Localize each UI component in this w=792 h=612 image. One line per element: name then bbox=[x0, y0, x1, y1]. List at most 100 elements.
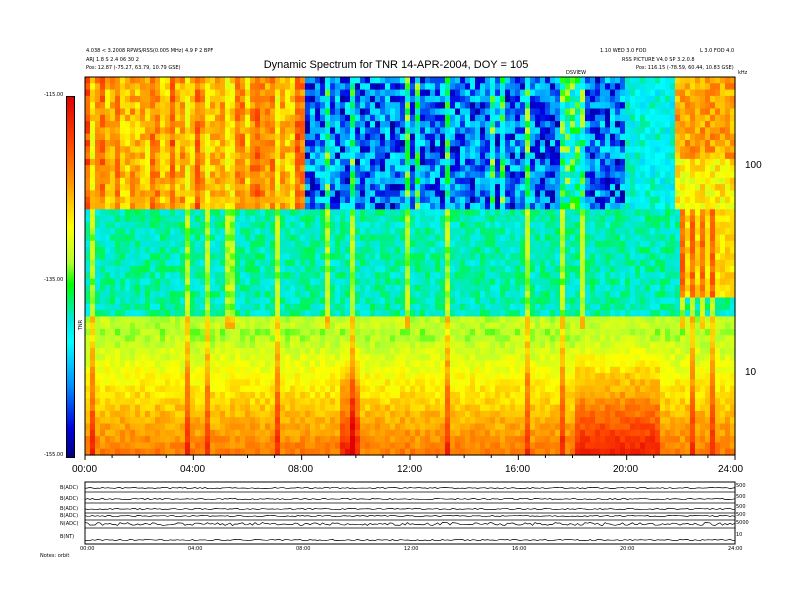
spectrogram-cell bbox=[90, 284, 96, 292]
spectrogram-cell bbox=[415, 272, 421, 280]
spectrogram-cell bbox=[425, 410, 431, 418]
spectrogram-cell bbox=[150, 429, 156, 437]
spectrogram-cell bbox=[435, 347, 441, 355]
spectrogram-cell bbox=[285, 266, 291, 273]
spectrogram-cell bbox=[210, 165, 216, 173]
spectrogram-cell bbox=[175, 366, 181, 374]
spectrogram-cell bbox=[250, 417, 256, 425]
spectrogram-cell bbox=[480, 410, 486, 418]
spectrogram-cell bbox=[460, 247, 466, 254]
spectrogram-cell bbox=[365, 423, 371, 431]
spectrogram-cell bbox=[435, 89, 441, 97]
spectrogram-cell bbox=[450, 196, 456, 204]
spectrogram-cell bbox=[145, 278, 151, 286]
spectrogram-cell bbox=[155, 77, 161, 84]
spectrogram-cell bbox=[150, 448, 156, 456]
spectrogram-cell bbox=[360, 436, 366, 443]
spectrogram-cell bbox=[275, 247, 281, 254]
spectrogram-cell bbox=[190, 89, 196, 97]
spectrogram-cell bbox=[360, 385, 366, 393]
spectrogram-cell bbox=[480, 177, 486, 185]
spectrogram-cell bbox=[355, 108, 361, 116]
spectrogram-cell bbox=[450, 228, 456, 236]
spectrogram-cell bbox=[420, 341, 426, 349]
spectrogram-cell bbox=[170, 171, 176, 179]
spectrogram-cell bbox=[415, 266, 421, 273]
spectrogram-cell bbox=[270, 247, 276, 254]
spectrogram-cell bbox=[310, 253, 316, 261]
spectrogram-cell bbox=[235, 436, 241, 443]
spectrogram-cell bbox=[140, 316, 146, 324]
spectrogram-cell bbox=[355, 423, 361, 431]
spectrogram-cell bbox=[485, 398, 491, 406]
spectrogram-cell bbox=[110, 83, 116, 91]
spectrogram-cell bbox=[95, 253, 101, 261]
spectrogram-cell bbox=[420, 373, 426, 380]
spectrogram-cell bbox=[360, 442, 366, 450]
spectrogram-cell bbox=[430, 335, 436, 343]
spectrogram-cell bbox=[235, 184, 241, 191]
spectrogram-cell bbox=[200, 291, 206, 299]
spectrogram-cell bbox=[145, 89, 151, 97]
spectrogram-cell bbox=[320, 215, 326, 223]
spectrogram-cell bbox=[260, 234, 266, 242]
spectrogram-cell bbox=[400, 140, 406, 147]
spectrogram-cell bbox=[445, 133, 451, 141]
spectrogram-cell bbox=[345, 284, 351, 292]
spectrogram-cell bbox=[235, 190, 241, 198]
spectrogram-cell bbox=[300, 247, 306, 254]
spectrogram-cell bbox=[205, 436, 211, 443]
spectrogram-cell bbox=[350, 316, 356, 324]
spectrogram-cell bbox=[200, 392, 206, 399]
spectrogram-cell bbox=[435, 77, 441, 84]
spectrogram-cell bbox=[285, 127, 291, 135]
spectrogram-cell bbox=[195, 77, 201, 84]
spectrogram-cell bbox=[310, 196, 316, 204]
spectrogram-cell bbox=[195, 303, 201, 311]
spectrogram-cell bbox=[150, 108, 156, 116]
spectrogram-cell bbox=[290, 366, 296, 374]
spectrogram-cell bbox=[420, 385, 426, 393]
spectrogram-cell bbox=[475, 373, 481, 380]
spectrogram-cell bbox=[180, 108, 186, 116]
spectrogram-cell bbox=[215, 247, 221, 254]
spectrogram-cell bbox=[105, 442, 111, 450]
spectrogram-cell bbox=[445, 83, 451, 91]
spectrogram-cell bbox=[175, 385, 181, 393]
spectrogram-cell bbox=[310, 272, 316, 280]
spectrogram-cell bbox=[125, 108, 131, 116]
spectrogram-cell bbox=[300, 203, 306, 210]
spectrogram-cell bbox=[265, 448, 271, 456]
spectrogram-cell bbox=[255, 366, 261, 374]
spectrogram-cell bbox=[340, 373, 346, 380]
spectrogram-cell bbox=[295, 272, 301, 280]
spectrogram-cell bbox=[170, 184, 176, 191]
spectrogram-cell bbox=[245, 184, 251, 191]
spectrogram-cell bbox=[240, 347, 246, 355]
spectrogram-cell bbox=[295, 247, 301, 254]
spectrogram-cell bbox=[395, 303, 401, 311]
spectrogram-cell bbox=[455, 398, 461, 406]
spectrogram-cell bbox=[190, 385, 196, 393]
spectrogram-cell bbox=[355, 442, 361, 450]
spectrogram-cell bbox=[480, 209, 486, 217]
spectrogram-cell bbox=[470, 203, 476, 210]
spectrogram-cell bbox=[190, 228, 196, 236]
spectrogram-cell bbox=[385, 385, 391, 393]
spectrogram-cell bbox=[405, 102, 411, 110]
spectrogram-cell bbox=[250, 303, 256, 311]
spectrogram-cell bbox=[395, 373, 401, 380]
spectrogram-cell bbox=[160, 392, 166, 399]
spectrogram-cell bbox=[200, 423, 206, 431]
spectrogram-cell bbox=[315, 379, 321, 387]
spectrogram-cell bbox=[335, 417, 341, 425]
spectrogram-cell bbox=[150, 171, 156, 179]
spectrogram-cell bbox=[465, 158, 471, 166]
spectrogram-cell bbox=[410, 347, 416, 355]
spectrogram-cell bbox=[110, 140, 116, 147]
spectrogram-cell bbox=[185, 221, 191, 229]
spectrogram-cell bbox=[180, 102, 186, 110]
spectrogram-cell bbox=[335, 209, 341, 217]
spectrogram-cell bbox=[315, 121, 321, 128]
spectrogram-cell bbox=[250, 429, 256, 437]
